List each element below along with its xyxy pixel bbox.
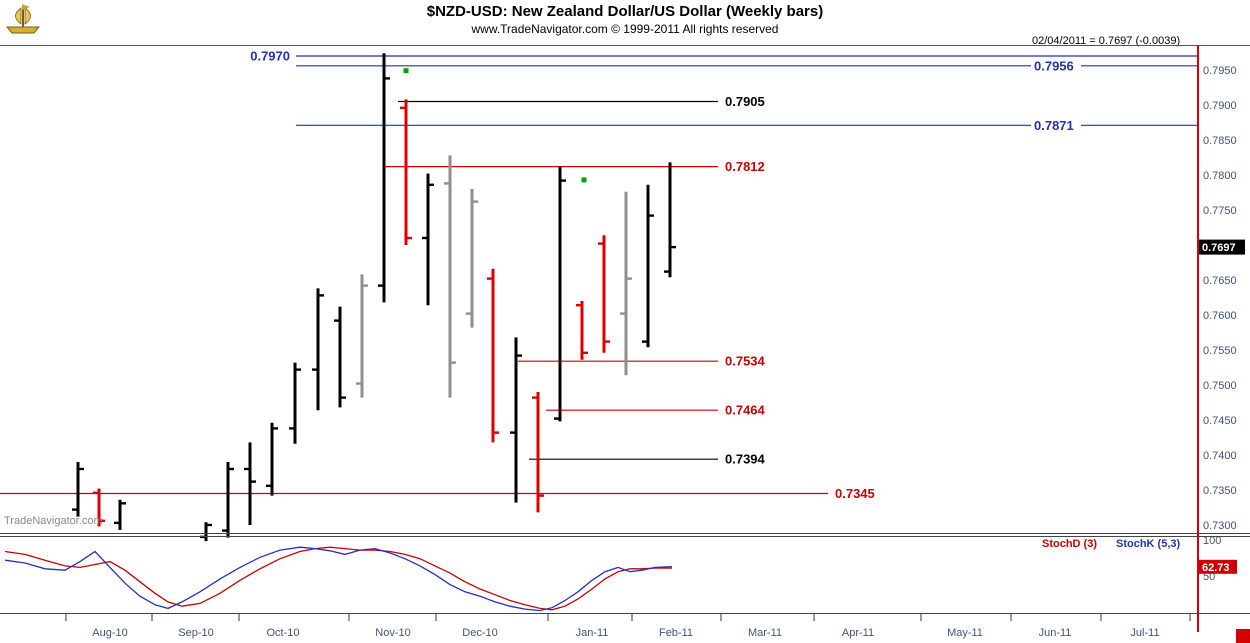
stochd-legend[interactable]: StochD (3) bbox=[1042, 538, 1097, 550]
price-tick-label: 0.7450 bbox=[1203, 415, 1237, 427]
month-label: Oct-10 bbox=[266, 627, 299, 639]
tradenavigator-logo bbox=[4, 3, 42, 35]
price-tick-label: 0.7750 bbox=[1203, 205, 1237, 217]
level-label-bg bbox=[1031, 117, 1081, 133]
stochk-legend[interactable]: StochK (5,3) bbox=[1116, 538, 1181, 550]
price-tick-label: 0.7350 bbox=[1203, 485, 1237, 497]
price-tick-label: 0.7900 bbox=[1203, 100, 1237, 112]
chart-title: $NZD-USD: New Zealand Dollar/US Dollar (… bbox=[426, 3, 824, 20]
price-tick-label: 0.7850 bbox=[1203, 135, 1237, 147]
month-label: May-11 bbox=[947, 627, 983, 639]
level-label: 0.7905 bbox=[725, 94, 765, 109]
stoch-scale-label: 100 bbox=[1203, 535, 1221, 547]
month-label: Mar-11 bbox=[748, 627, 782, 639]
level-label: 0.7812 bbox=[725, 159, 765, 174]
stoch-line bbox=[4, 546, 672, 611]
price-tick-label: 0.7800 bbox=[1203, 170, 1237, 182]
level-label-bg bbox=[1031, 58, 1081, 74]
level-label: 0.7956 bbox=[1034, 58, 1074, 73]
header-divider bbox=[0, 45, 1250, 46]
month-label: Aug-10 bbox=[92, 627, 127, 639]
level-label: 0.7534 bbox=[725, 354, 766, 369]
price-tick-label: 0.7550 bbox=[1203, 345, 1237, 357]
last-price-text: 0.7697 bbox=[1202, 242, 1236, 254]
stoch-value-text: 62.73 bbox=[1202, 562, 1230, 574]
price-tick-label: 0.7400 bbox=[1203, 450, 1237, 462]
logo-ship-icon bbox=[5, 4, 41, 34]
level-label: 0.7464 bbox=[725, 403, 766, 418]
level-label: 0.7970 bbox=[250, 49, 290, 64]
axis-divider bbox=[0, 613, 1250, 614]
price-tick-label: 0.7500 bbox=[1203, 380, 1237, 392]
new-high-marker bbox=[581, 177, 587, 183]
last-quote-readout: 02/04/2011 = 0.7697 (-0.0039) bbox=[1032, 35, 1181, 47]
month-label: Sep-10 bbox=[178, 627, 213, 639]
stoch-scale-label: 50 bbox=[1203, 571, 1215, 583]
price-tick-label: 0.7300 bbox=[1203, 520, 1237, 532]
month-label: Jun-11 bbox=[1039, 627, 1072, 639]
month-label: Jan-11 bbox=[576, 627, 609, 639]
new-high-marker bbox=[403, 68, 409, 74]
chart-subtitle: www.TradeNavigator.com © 1999-2011 All r… bbox=[471, 22, 779, 36]
month-label: Nov-10 bbox=[375, 627, 410, 639]
price-tick-label: 0.7600 bbox=[1203, 310, 1237, 322]
month-label: Apr-11 bbox=[842, 627, 874, 639]
month-label: Feb-11 bbox=[659, 627, 693, 639]
stoch-line bbox=[4, 546, 673, 612]
watermark: TradeNavigator.com bbox=[4, 515, 103, 527]
month-label: Jul-11 bbox=[1130, 627, 1159, 639]
price-tick-label: 0.7950 bbox=[1203, 65, 1237, 77]
month-label: Dec-10 bbox=[462, 627, 497, 639]
level-label: 0.7871 bbox=[1034, 118, 1074, 133]
stoch-value-badge bbox=[1199, 559, 1237, 574]
level-label: 0.7394 bbox=[725, 452, 766, 467]
current-bar-cursor bbox=[1197, 45, 1199, 632]
last-price-badge bbox=[1199, 239, 1245, 255]
corner-resize-marker[interactable] bbox=[1236, 629, 1250, 643]
panel-divider-top[interactable] bbox=[0, 533, 1250, 534]
panel-divider-bottom[interactable] bbox=[0, 536, 1250, 537]
price-tick-label: 0.7650 bbox=[1203, 275, 1237, 287]
level-label: 0.7345 bbox=[835, 486, 875, 501]
